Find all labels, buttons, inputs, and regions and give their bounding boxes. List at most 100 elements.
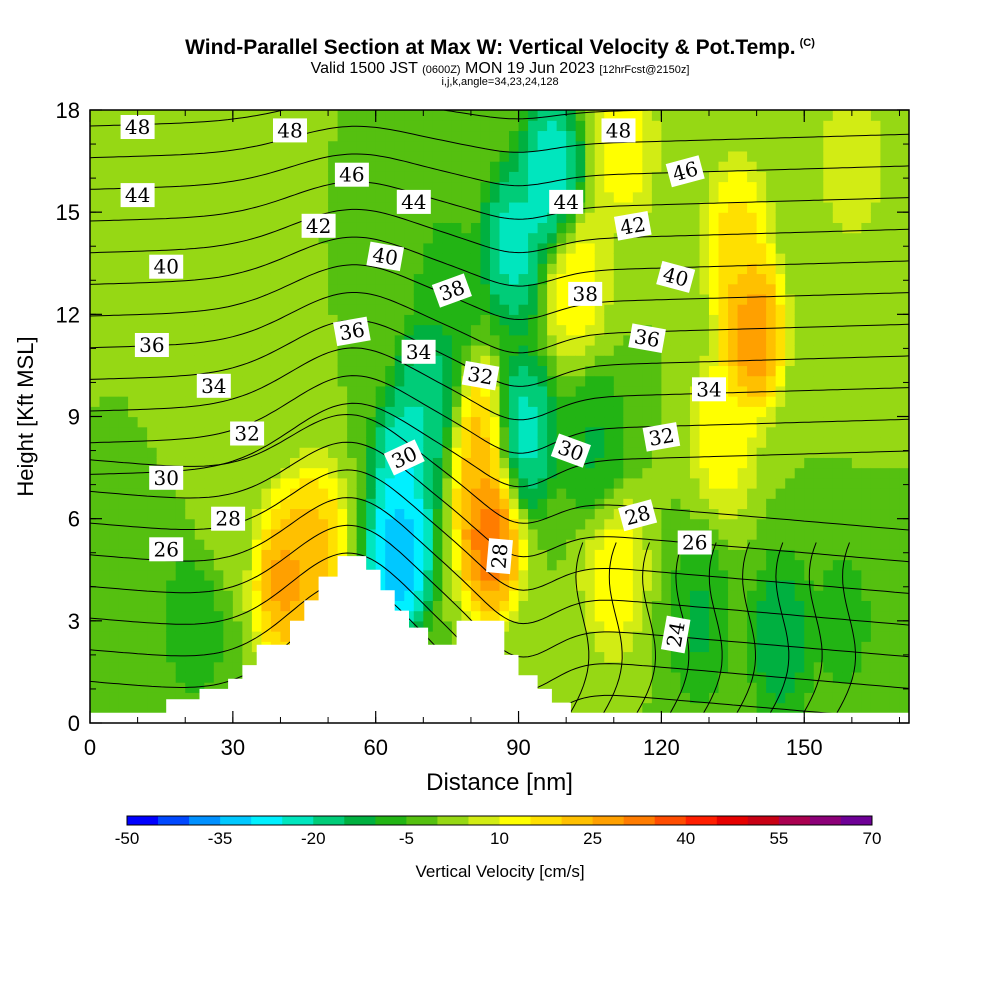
velocity-cell [575, 498, 586, 510]
velocity-cell [566, 314, 577, 326]
velocity-cell [823, 293, 834, 305]
velocity-cell [556, 253, 567, 264]
velocity-cell [870, 467, 882, 479]
velocity-cell [270, 447, 282, 458]
velocity-cell [813, 498, 824, 510]
velocity-cell [280, 150, 291, 162]
velocity-cell [299, 283, 310, 295]
velocity-cell [318, 253, 329, 264]
velocity-cell [451, 528, 462, 540]
velocity-cell [385, 171, 396, 183]
velocity-cell [251, 528, 263, 540]
velocity-cell [547, 222, 558, 234]
velocity-cell [718, 242, 729, 254]
velocity-cell [680, 375, 691, 387]
velocity-cell [204, 263, 215, 275]
velocity-cell [766, 273, 777, 285]
velocity-cell [728, 304, 739, 315]
velocity-cell [432, 201, 443, 213]
velocity-cell [109, 334, 120, 346]
velocity-cell [394, 518, 405, 530]
velocity-cell [232, 620, 243, 632]
velocity-cell [709, 273, 720, 285]
velocity-cell [366, 426, 377, 438]
velocity-cell [289, 579, 301, 591]
velocity-cell [337, 498, 348, 510]
velocity-cell [118, 661, 129, 673]
velocity-cell [689, 232, 701, 244]
velocity-cell [851, 212, 862, 223]
velocity-cell [642, 242, 653, 254]
velocity-cell [547, 171, 558, 183]
velocity-cell [223, 661, 234, 673]
velocity-cell [509, 508, 520, 520]
velocity-cell [404, 110, 415, 121]
velocity-cell [318, 355, 329, 367]
velocity-cell [870, 406, 882, 418]
velocity-cell [404, 150, 415, 162]
velocity-cell [566, 631, 577, 642]
velocity-cell [642, 385, 653, 397]
velocity-cell [870, 488, 882, 499]
velocity-cell [709, 232, 720, 244]
velocity-cell [851, 457, 862, 469]
velocity-cell [813, 130, 824, 142]
velocity-cell [699, 222, 710, 234]
velocity-cell [661, 406, 672, 418]
velocity-cell [109, 579, 120, 591]
velocity-cell [385, 201, 396, 213]
velocity-cell [128, 682, 139, 693]
velocity-cell [442, 508, 453, 520]
velocity-cell [99, 304, 110, 315]
velocity-cell [613, 161, 624, 172]
velocity-cell [566, 406, 577, 418]
velocity-cell [99, 488, 110, 499]
velocity-cell [394, 283, 405, 295]
velocity-cell [604, 406, 615, 418]
velocity-cell [137, 161, 148, 172]
velocity-cell [499, 406, 510, 418]
velocity-cell [480, 242, 491, 254]
velocity-cell [270, 181, 282, 193]
velocity-cell [851, 661, 862, 673]
velocity-cell [118, 579, 129, 591]
velocity-cell [842, 365, 853, 377]
velocity-cell [785, 242, 796, 254]
velocity-cell [118, 702, 129, 714]
velocity-cell [213, 610, 224, 622]
velocity-cell [251, 396, 263, 407]
velocity-cell [747, 375, 758, 387]
velocity-cell [689, 355, 701, 367]
velocity-cell [556, 610, 567, 622]
velocity-cell [489, 610, 501, 622]
velocity-cell [794, 590, 805, 601]
velocity-cell [613, 242, 624, 254]
velocity-cell [861, 467, 872, 479]
velocity-cell [156, 396, 167, 407]
velocity-cell [585, 488, 596, 499]
velocity-cell [518, 477, 529, 489]
velocity-cell [575, 120, 586, 132]
velocity-cell [870, 222, 882, 234]
velocity-cell [328, 426, 339, 438]
velocity-cell [613, 426, 624, 438]
velocity-cell [394, 273, 405, 285]
velocity-cell [594, 324, 605, 336]
velocity-cell [213, 528, 224, 540]
velocity-cell [270, 436, 282, 448]
velocity-cell [699, 426, 710, 438]
velocity-cell [737, 110, 748, 121]
velocity-cell [556, 161, 567, 172]
velocity-cell [261, 344, 272, 356]
velocity-cell [709, 201, 720, 213]
velocity-cell [385, 324, 396, 336]
velocity-cell [794, 692, 805, 704]
velocity-cell [632, 661, 643, 673]
velocity-cell [356, 406, 367, 418]
velocity-cell [537, 682, 548, 693]
velocity-cell [651, 273, 662, 285]
velocity-cell [509, 191, 520, 203]
velocity-cell [651, 447, 662, 458]
velocity-cell [432, 631, 443, 642]
velocity-cell [280, 620, 291, 632]
